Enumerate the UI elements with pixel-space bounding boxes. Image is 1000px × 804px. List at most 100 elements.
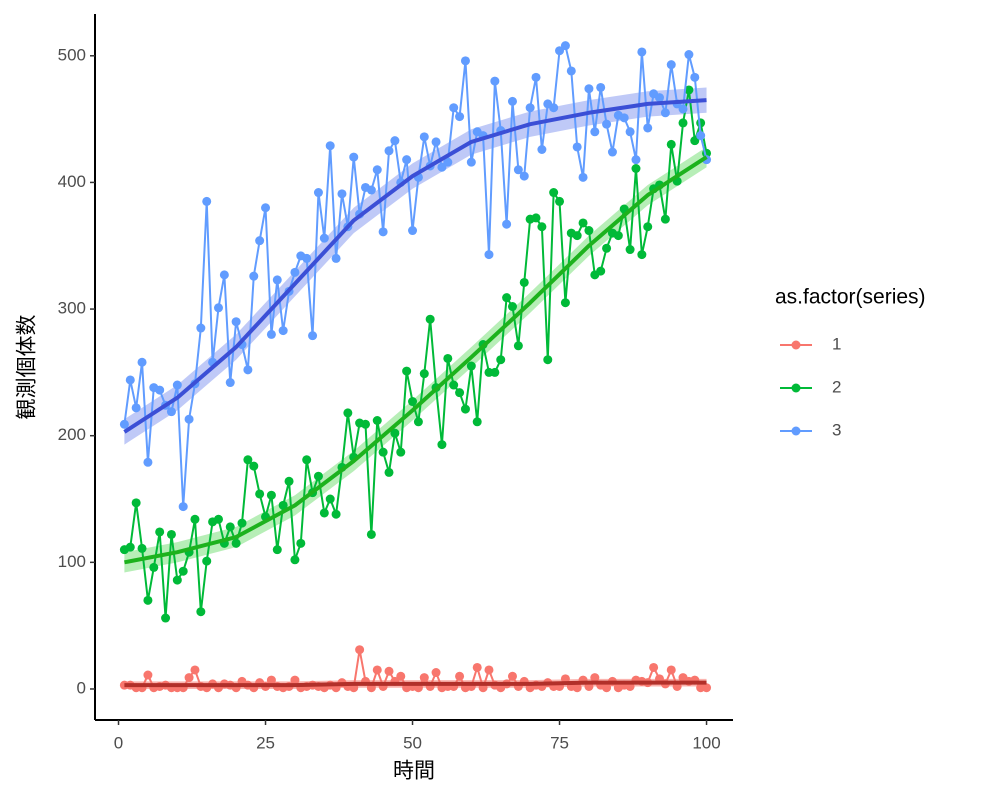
data-point — [560, 674, 570, 684]
data-point — [625, 245, 635, 255]
data-point — [696, 131, 706, 141]
data-point — [172, 575, 182, 585]
data-point — [137, 543, 147, 553]
data-point — [255, 236, 265, 246]
data-point — [125, 375, 135, 385]
data-point — [543, 355, 553, 365]
data-point — [537, 145, 547, 155]
data-point — [249, 461, 259, 471]
data-point — [331, 509, 341, 519]
data-point — [490, 76, 500, 86]
data-point — [637, 47, 647, 57]
data-point — [490, 367, 500, 377]
data-point — [213, 514, 223, 524]
data-point — [431, 668, 441, 678]
data-point — [560, 298, 570, 308]
data-point — [302, 455, 312, 465]
data-point — [513, 341, 523, 351]
data-point — [278, 500, 288, 510]
x-tick-label: 0 — [114, 733, 123, 752]
data-point — [202, 556, 212, 566]
data-point — [366, 529, 376, 539]
data-point — [155, 527, 165, 537]
data-point — [437, 440, 447, 450]
y-axis-label: 観測個体数 — [16, 315, 39, 420]
data-point — [219, 270, 229, 280]
data-point — [266, 329, 276, 339]
data-point — [584, 84, 594, 94]
y-tick-label: 300 — [58, 299, 86, 318]
data-point — [249, 271, 259, 281]
data-point — [507, 671, 517, 681]
data-point — [572, 231, 582, 241]
data-point — [437, 162, 447, 172]
data-point — [443, 157, 453, 167]
data-point — [372, 665, 382, 675]
y-tick-label: 100 — [58, 552, 86, 571]
data-point — [402, 366, 412, 376]
confidence-band — [124, 87, 707, 445]
data-point — [660, 214, 670, 224]
data-point — [313, 471, 323, 481]
data-point — [266, 675, 276, 685]
data-point — [631, 163, 641, 173]
data-point — [449, 380, 459, 390]
data-point — [555, 196, 565, 206]
legend-marker — [791, 383, 801, 393]
data-point — [455, 112, 465, 122]
data-point — [272, 545, 282, 555]
data-point — [390, 428, 400, 438]
data-point — [690, 136, 700, 146]
data-point — [519, 171, 529, 181]
data-point — [602, 683, 612, 693]
data-point — [443, 353, 453, 363]
trend-line — [124, 155, 708, 565]
data-point — [143, 670, 153, 680]
data-point — [396, 671, 406, 681]
x-tick-label: 75 — [550, 733, 569, 752]
data-point — [419, 673, 429, 683]
data-point — [319, 233, 329, 243]
data-point — [537, 222, 547, 232]
data-point — [290, 267, 300, 277]
data-point — [472, 662, 482, 672]
data-point — [566, 66, 576, 76]
data-point — [243, 365, 253, 375]
data-point — [119, 419, 129, 429]
data-point — [637, 250, 647, 260]
data-point — [296, 538, 306, 548]
data-point — [666, 60, 676, 70]
y-tick-label: 500 — [58, 45, 86, 64]
data-point — [225, 522, 235, 532]
data-point — [272, 275, 282, 285]
data-point — [666, 665, 676, 675]
data-point — [231, 538, 241, 548]
data-point — [255, 489, 265, 499]
data-point — [290, 675, 300, 685]
data-point — [166, 407, 176, 417]
legend-title: as.factor(series) — [775, 286, 926, 309]
data-point — [137, 357, 147, 367]
data-point — [266, 490, 276, 500]
data-point — [349, 152, 359, 162]
x-tick-label: 50 — [403, 733, 422, 752]
data-point — [419, 132, 429, 142]
data-point — [502, 219, 512, 229]
data-point — [684, 85, 694, 95]
data-point — [684, 50, 694, 60]
data-point — [513, 165, 523, 175]
data-point — [202, 196, 212, 206]
data-point — [643, 123, 653, 133]
data-point — [531, 72, 541, 82]
data-point — [549, 103, 559, 113]
data-point — [125, 542, 135, 552]
data-point — [455, 388, 465, 398]
legend-label: 3 — [832, 420, 841, 439]
legend-marker — [791, 426, 801, 436]
data-point — [460, 404, 470, 414]
data-point — [172, 380, 182, 390]
data-point — [360, 419, 370, 429]
data-point — [313, 188, 323, 198]
data-point — [384, 467, 394, 477]
data-point — [131, 498, 141, 508]
